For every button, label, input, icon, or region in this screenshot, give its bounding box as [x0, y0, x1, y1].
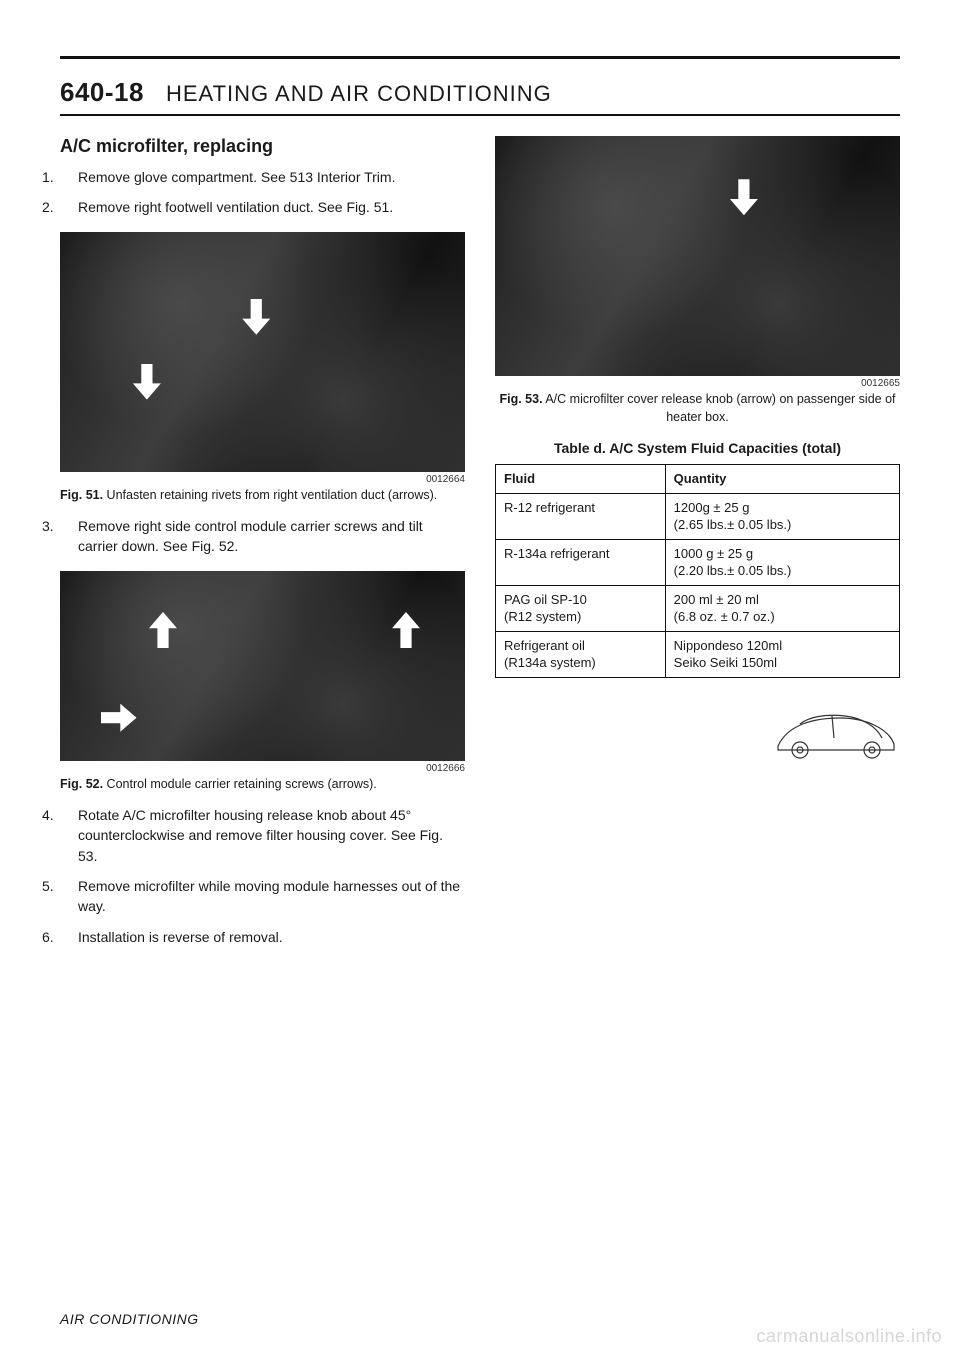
- figure-52-image: [60, 571, 465, 761]
- steps-group-c: 4.Rotate A/C microfilter housing release…: [60, 805, 465, 947]
- car-icon: [770, 704, 900, 764]
- step-text: Remove glove compartment. See 513 Interi…: [78, 169, 395, 185]
- step-text: Remove right footwell ventilation duct. …: [78, 199, 393, 215]
- table-header-quantity: Quantity: [665, 465, 899, 494]
- right-column: 0012665 Fig. 53. A/C microfilter cover r…: [495, 136, 900, 1281]
- figure-label: Fig. 52.: [60, 777, 103, 791]
- step-number: 1.: [60, 167, 78, 187]
- watermark: carmanualsonline.info: [756, 1326, 942, 1347]
- figure-51: 0012664 Fig. 51. Unfasten retaining rive…: [60, 232, 465, 505]
- step-item: 1.Remove glove compartment. See 513 Inte…: [78, 167, 465, 187]
- car-illustration: [495, 704, 900, 769]
- chapter-title: HEATING AND AIR CONDITIONING: [166, 81, 552, 107]
- step-item: 5.Remove microfilter while moving module…: [78, 876, 465, 917]
- figure-51-caption: Fig. 51. Unfasten retaining rivets from …: [60, 487, 465, 505]
- figure-caption-text: Control module carrier retaining screws …: [103, 777, 377, 791]
- figure-53: 0012665 Fig. 53. A/C microfilter cover r…: [495, 136, 900, 426]
- figure-caption-text: Unfasten retaining rivets from right ven…: [103, 488, 437, 502]
- step-text: Remove microfilter while moving module h…: [78, 878, 460, 914]
- table-cell: R-134a refrigerant: [496, 539, 666, 585]
- table-row: R-12 refrigerant 1200g ± 25 g(2.65 lbs.±…: [496, 493, 900, 539]
- table-body: R-12 refrigerant 1200g ± 25 g(2.65 lbs.±…: [496, 493, 900, 677]
- table-header-fluid: Fluid: [496, 465, 666, 494]
- fluid-capacities-table: Fluid Quantity R-12 refrigerant 1200g ± …: [495, 464, 900, 678]
- steps-group-a: 1.Remove glove compartment. See 513 Inte…: [60, 167, 465, 218]
- manual-page: 640-18 HEATING AND AIR CONDITIONING A/C …: [0, 0, 960, 1357]
- step-number: 2.: [60, 197, 78, 217]
- figure-53-caption: Fig. 53. A/C microfilter cover release k…: [495, 391, 900, 426]
- figure-53-image: [495, 136, 900, 376]
- section-title: A/C microfilter, replacing: [60, 136, 465, 157]
- table-cell: R-12 refrigerant: [496, 493, 666, 539]
- left-column: A/C microfilter, replacing 1.Remove glov…: [60, 136, 465, 1281]
- page-number: 640-18: [60, 77, 144, 108]
- step-item: 6.Installation is reverse of removal.: [78, 927, 465, 947]
- figure-52-id: 0012666: [60, 763, 465, 774]
- table-cell: 200 ml ± 20 ml(6.8 oz. ± 0.7 oz.): [665, 585, 899, 631]
- figure-51-image: [60, 232, 465, 472]
- figure-52: 0012666 Fig. 52. Control module carrier …: [60, 571, 465, 794]
- figure-caption-text: A/C microfilter cover release knob (arro…: [543, 392, 896, 424]
- step-item: 3.Remove right side control module carri…: [78, 516, 465, 557]
- step-text: Remove right side control module carrier…: [78, 518, 423, 554]
- step-number: 4.: [60, 805, 78, 825]
- figure-51-id: 0012664: [60, 474, 465, 485]
- content-columns: A/C microfilter, replacing 1.Remove glov…: [60, 136, 900, 1281]
- table-cell: PAG oil SP-10(R12 system): [496, 585, 666, 631]
- table-row: R-134a refrigerant 1000 g ± 25 g(2.20 lb…: [496, 539, 900, 585]
- table-header-row: Fluid Quantity: [496, 465, 900, 494]
- table-cell: Nippondeso 120mlSeiko Seiki 150ml: [665, 631, 899, 677]
- page-footer: AIR CONDITIONING: [60, 1281, 900, 1327]
- table-title: Table d. A/C System Fluid Capacities (to…: [495, 440, 900, 456]
- photo-shading: [60, 571, 465, 761]
- table-cell: 1200g ± 25 g(2.65 lbs.± 0.05 lbs.): [665, 493, 899, 539]
- step-item: 2.Remove right footwell ventilation duct…: [78, 197, 465, 217]
- step-text: Installation is reverse of removal.: [78, 929, 283, 945]
- step-number: 3.: [60, 516, 78, 536]
- top-rule: [60, 56, 900, 59]
- figure-52-caption: Fig. 52. Control module carrier retainin…: [60, 776, 465, 794]
- photo-shading: [60, 232, 465, 472]
- step-number: 5.: [60, 876, 78, 896]
- step-text: Rotate A/C microfilter housing release k…: [78, 807, 443, 864]
- table-row: Refrigerant oil(R134a system) Nippondeso…: [496, 631, 900, 677]
- photo-shading: [495, 136, 900, 376]
- figure-label: Fig. 53.: [499, 392, 542, 406]
- table-row: PAG oil SP-10(R12 system) 200 ml ± 20 ml…: [496, 585, 900, 631]
- figure-53-id: 0012665: [495, 378, 900, 389]
- table-cell: Refrigerant oil(R134a system): [496, 631, 666, 677]
- steps-group-b: 3.Remove right side control module carri…: [60, 516, 465, 557]
- figure-label: Fig. 51.: [60, 488, 103, 502]
- step-item: 4.Rotate A/C microfilter housing release…: [78, 805, 465, 866]
- step-number: 6.: [60, 927, 78, 947]
- table-cell: 1000 g ± 25 g(2.20 lbs.± 0.05 lbs.): [665, 539, 899, 585]
- page-header: 640-18 HEATING AND AIR CONDITIONING: [60, 77, 900, 116]
